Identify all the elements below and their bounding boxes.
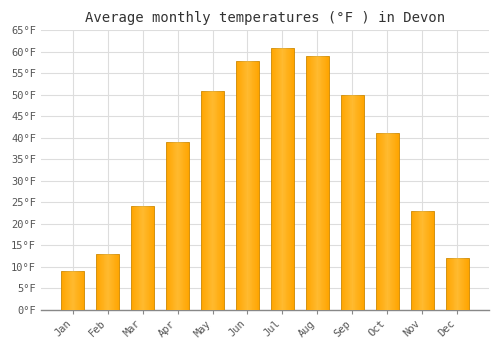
Bar xyxy=(131,206,154,309)
Bar xyxy=(236,61,259,309)
Bar xyxy=(411,211,434,309)
Bar xyxy=(201,91,224,309)
Bar xyxy=(446,258,468,309)
Bar xyxy=(306,56,328,309)
Bar xyxy=(341,95,363,309)
Bar xyxy=(96,254,119,309)
Bar xyxy=(166,142,189,309)
Bar xyxy=(271,48,294,309)
Title: Average monthly temperatures (°F ) in Devon: Average monthly temperatures (°F ) in De… xyxy=(85,11,445,25)
Bar xyxy=(376,133,398,309)
Bar xyxy=(62,271,84,309)
